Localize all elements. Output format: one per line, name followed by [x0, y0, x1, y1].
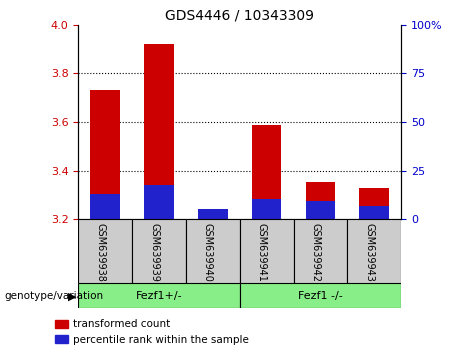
Title: GDS4446 / 10343309: GDS4446 / 10343309 — [165, 8, 314, 22]
Text: GSM639943: GSM639943 — [364, 223, 374, 281]
Bar — [186, 219, 240, 283]
Text: genotype/variation: genotype/variation — [5, 291, 104, 301]
Text: GSM639941: GSM639941 — [257, 223, 266, 281]
Bar — [78, 283, 240, 308]
Bar — [240, 219, 294, 283]
Text: Fezf1 -/-: Fezf1 -/- — [298, 291, 343, 301]
Bar — [198, 213, 228, 219]
Bar — [252, 199, 281, 219]
Text: ▶: ▶ — [68, 292, 77, 302]
Bar — [294, 219, 347, 283]
Bar — [144, 185, 174, 219]
Bar — [347, 219, 401, 283]
Bar — [132, 219, 186, 283]
Bar — [240, 283, 401, 308]
Bar — [252, 125, 281, 219]
Bar — [360, 206, 389, 219]
Text: GSM639942: GSM639942 — [310, 223, 320, 282]
Bar — [78, 219, 132, 283]
Text: Fezf1+/-: Fezf1+/- — [136, 291, 183, 301]
Bar — [144, 44, 174, 219]
Bar — [306, 201, 335, 219]
Bar — [306, 182, 335, 219]
Text: GSM639940: GSM639940 — [203, 223, 213, 281]
Text: GSM639939: GSM639939 — [149, 223, 159, 281]
Text: GSM639938: GSM639938 — [95, 223, 105, 281]
Bar — [90, 194, 120, 219]
Bar — [90, 91, 120, 219]
Bar — [360, 188, 389, 219]
Legend: transformed count, percentile rank within the sample: transformed count, percentile rank withi… — [51, 315, 253, 349]
Bar — [198, 209, 228, 219]
